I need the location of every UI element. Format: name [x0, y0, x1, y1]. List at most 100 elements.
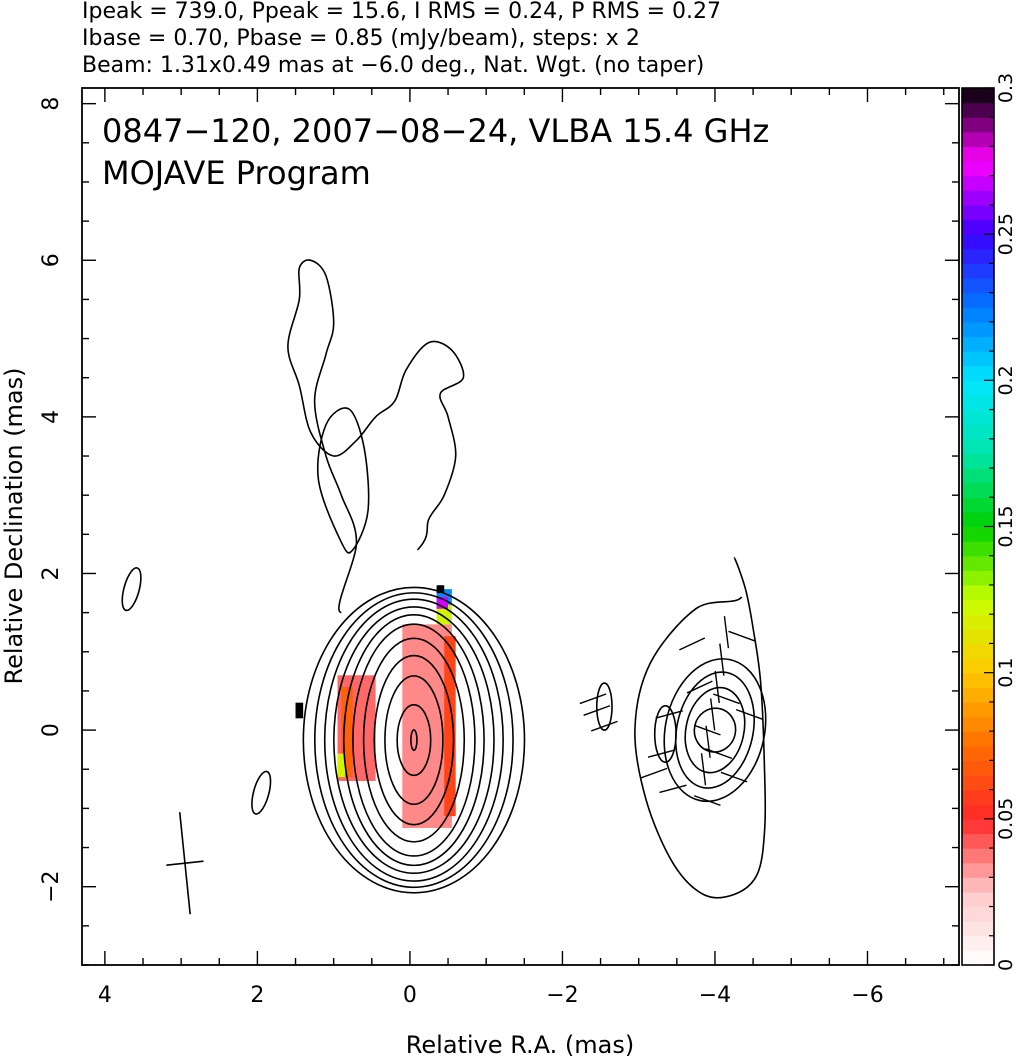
colorbar-step [962, 614, 994, 630]
evpa-vector-7 [679, 637, 706, 651]
y-tick-labels: −2 0 2 4 6 8 [39, 97, 64, 903]
colorbar-tick-label: 0.1 [995, 658, 1017, 688]
colorbar-step [962, 891, 994, 908]
intensity-contour-4 [342, 614, 485, 867]
colorbar-step [962, 643, 994, 659]
pol-outer-contour [634, 556, 767, 899]
colorbar-tick-label: 0.15 [995, 505, 1017, 547]
inner-jet-contour [317, 407, 370, 554]
colorbar-step [962, 599, 994, 615]
colorbar-step [962, 409, 994, 425]
colorbar-step [962, 731, 994, 747]
colorbar-step [962, 877, 994, 893]
colorbar-step [962, 394, 994, 411]
y-tick-label: 0 [39, 723, 64, 737]
colorbar-step [962, 862, 994, 878]
evpa-vector-4 [647, 749, 676, 758]
colorbar [961, 87, 995, 966]
evpa-vector-5 [640, 767, 668, 779]
colorbar-step [962, 584, 994, 601]
colorbar-step [962, 497, 994, 513]
header-line-3: Beam: 1.31x0.49 mas at −6.0 deg., Nat. W… [82, 53, 704, 78]
colorbar-tick-label: 0.05 [995, 798, 1017, 840]
colorbar-tick-label: 0.3 [995, 73, 1017, 103]
intensity-contour-8 [384, 675, 444, 806]
colorbar-step [962, 292, 994, 308]
evpa-vector-10 [705, 748, 733, 760]
y-tick-label: 6 [39, 253, 64, 267]
intensity-contour-0 [302, 586, 526, 894]
colorbar-step [962, 175, 994, 191]
isolated-component-1 [251, 770, 272, 815]
header-line-1: Ipeak = 739.0, Ppeak = 15.6, I RMS = 0.2… [82, 0, 721, 24]
colorbar-step [962, 88, 994, 104]
colorbar-step [962, 263, 994, 279]
colorbar-step [962, 424, 994, 440]
colorbar-step [962, 131, 994, 148]
colorbar-step [962, 833, 994, 849]
evpa-core-vector-2 [709, 698, 716, 731]
pol-contour-2 [674, 671, 756, 789]
colorbar-step [962, 716, 994, 732]
colorbar-step [962, 774, 994, 791]
pol-small-contour [595, 682, 613, 731]
pol-pixel-4 [337, 753, 346, 778]
evpa-core-vector-5 [723, 616, 730, 649]
colorbar-step [962, 804, 994, 820]
pol-pixel-9 [295, 702, 304, 719]
pol-pixel-7 [436, 596, 449, 609]
intensity-contours [121, 259, 526, 894]
x-axis-label: Relative R.A. (mas) [406, 1031, 634, 1059]
y-tick-label: 8 [39, 97, 64, 111]
intensity-contour-3 [333, 606, 495, 875]
colorbar-step [962, 351, 994, 367]
evpa-vector-15 [735, 708, 763, 720]
isolated-component-0 [121, 567, 142, 612]
colorbar-step [962, 117, 994, 133]
colorbar-tick-label: 0.2 [995, 365, 1017, 395]
polarization-contours [595, 556, 767, 899]
pol-contour-1 [684, 686, 746, 774]
evpa-vector-1 [590, 720, 618, 732]
header-line-2: Ibase = 0.70, Pbase = 0.85 (mJy/beam), s… [82, 26, 640, 51]
colorbar-step [962, 278, 994, 294]
evpa-vector-3 [655, 710, 683, 719]
x-tick-label: 2 [250, 983, 264, 1008]
colorbar-step [962, 555, 994, 571]
evpa-core-vector-1 [705, 725, 711, 758]
colorbar-step [962, 789, 994, 805]
colorbar-step [962, 526, 994, 542]
colorbar-step [962, 468, 994, 484]
intensity-contour-6 [362, 637, 466, 843]
colorbar-step [962, 906, 994, 922]
colorbar-tick-label: 0.25 [995, 213, 1017, 255]
colorbar-step [962, 336, 994, 352]
evpa-vector-0 [579, 693, 607, 705]
colorbar-tick-label: 0 [995, 959, 1017, 971]
colorbar-step [962, 760, 994, 776]
colorbar-step [962, 745, 994, 761]
colorbar-step [962, 541, 994, 557]
pol-pixel-3 [341, 687, 353, 778]
colorbar-step [962, 628, 994, 645]
colorbar-step [962, 204, 994, 221]
colorbar-step [962, 672, 994, 688]
x-tick-label: 4 [98, 983, 112, 1008]
intensity-contour-9 [396, 704, 432, 777]
colorbar-step [962, 658, 994, 674]
colorbar-step [962, 380, 994, 396]
colorbar-step [962, 818, 994, 835]
axis-ticks [82, 88, 959, 966]
pol-pixel-8 [436, 585, 445, 594]
colorbar-step [962, 190, 994, 206]
colorbar-step [962, 321, 994, 338]
evpa-vectors [579, 616, 763, 807]
evpa-core-vector-0 [700, 753, 707, 786]
evpa-vector-6 [659, 784, 687, 794]
x-tick-labels: 4 2 0 −2 −4 −6 [98, 983, 884, 1008]
map-subtitle: MOJAVE Program [102, 154, 371, 192]
restoring-beam [166, 812, 204, 915]
colorbar-step [962, 482, 994, 498]
colorbar-step [962, 848, 994, 864]
